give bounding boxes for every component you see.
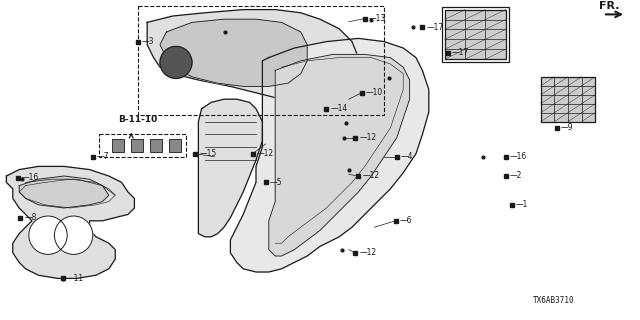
Text: —12: —12 [257,149,274,158]
Bar [131,139,143,152]
Bar [445,10,506,59]
Text: TX6AB3710: TX6AB3710 [532,296,575,305]
Polygon shape [6,166,134,278]
Text: —15: —15 [199,149,216,158]
Bar [138,6,384,115]
Text: —1: —1 [516,200,529,209]
Bar [442,7,509,62]
Bar [169,139,181,152]
Text: —17: —17 [426,23,444,32]
Circle shape [29,216,67,254]
Text: —14: —14 [330,104,348,113]
Text: —8: —8 [24,213,37,222]
Circle shape [54,216,93,254]
Text: —9: —9 [561,124,573,132]
Polygon shape [198,99,262,237]
Text: B-11-10: B-11-10 [118,116,157,124]
Circle shape [160,46,192,78]
Text: —3: —3 [141,37,154,46]
Text: —4: —4 [401,152,413,161]
Text: —12: —12 [362,172,380,180]
Polygon shape [269,54,410,256]
Bar [99,134,186,157]
Text: —11: —11 [67,274,84,283]
Text: —16: —16 [509,152,527,161]
Polygon shape [230,38,429,272]
Text: —5: —5 [269,178,282,187]
Text: FR.: FR. [599,1,620,12]
Text: —10: —10 [365,88,383,97]
Text: —17: —17 [452,48,469,57]
Text: —12: —12 [359,133,376,142]
Text: —12: —12 [359,248,376,257]
Text: —16: —16 [22,173,39,182]
Bar [112,139,124,152]
Polygon shape [147,10,358,102]
Text: —13: —13 [369,14,386,23]
Bar [150,139,163,152]
Polygon shape [19,176,109,208]
Polygon shape [160,19,307,86]
Text: —7: —7 [97,152,109,161]
Text: —2: —2 [509,172,522,180]
Bar [541,77,595,122]
Text: —6: —6 [399,216,412,225]
